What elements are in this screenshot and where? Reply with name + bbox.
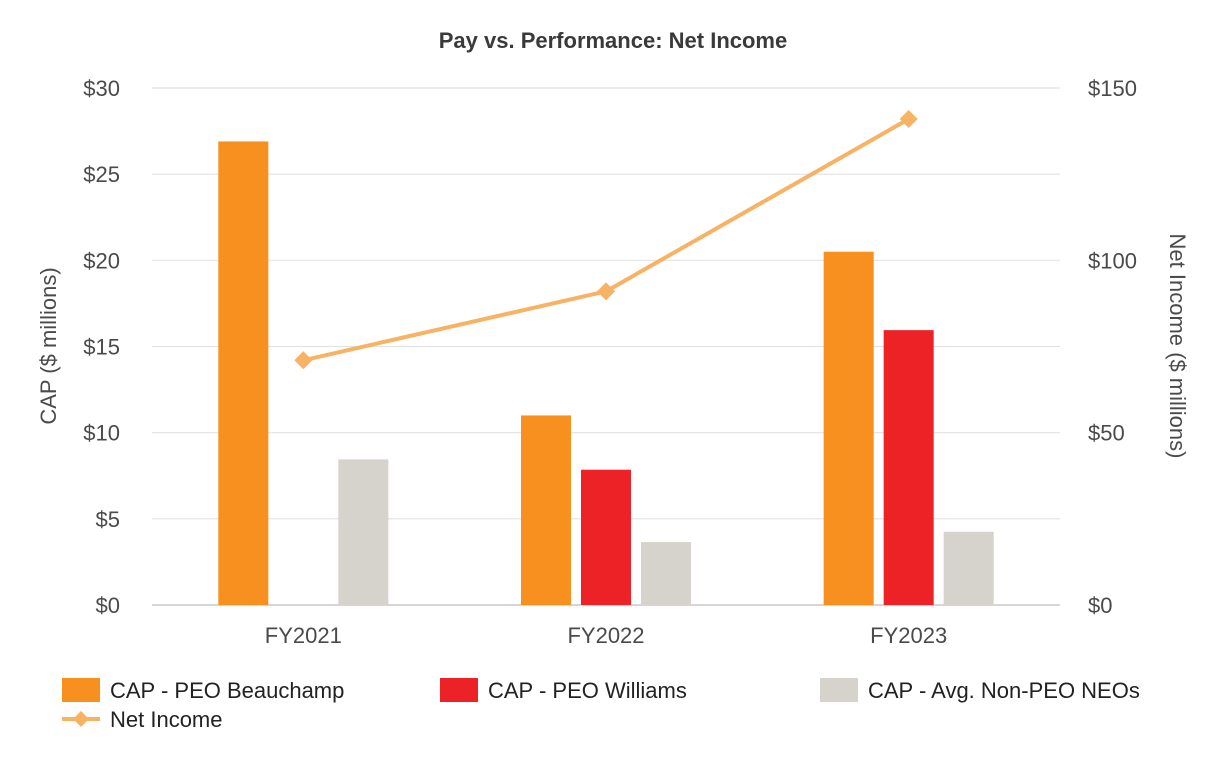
left-tick-label: $20 — [83, 248, 120, 273]
left-axis-ticks: $0 $5 $10 $15 $20 $25 $30 — [83, 76, 120, 618]
left-axis-label: CAP ($ millions) — [36, 267, 61, 424]
left-tick-label: $0 — [96, 593, 120, 618]
bar-cap-peo-beauchamp-fy2022 — [521, 415, 571, 605]
x-tick-label: FY2021 — [265, 623, 342, 648]
legend-swatch-cap-peo-beauchamp — [62, 678, 100, 702]
left-tick-label: $10 — [83, 421, 120, 446]
net-income-line-path — [302, 117, 910, 363]
right-tick-label: $0 — [1088, 593, 1112, 618]
net-income-marker-fy2021 — [294, 351, 313, 370]
right-axis-label: Net Income ($ millions) — [1165, 234, 1190, 459]
right-axis-ticks: $0 $50 $100 $150 — [1088, 76, 1137, 618]
chart-title: Pay vs. Performance: Net Income — [439, 28, 787, 53]
x-tick-label: FY2023 — [870, 623, 947, 648]
bar-cap-avg-non-peo-neos-fy2021 — [338, 459, 389, 605]
bar-cap-peo-beauchamp-fy2023 — [823, 251, 874, 605]
x-axis-ticks: FY2021 FY2022 FY2023 — [265, 623, 947, 648]
legend-marker-net-income — [73, 711, 89, 727]
x-tick-label: FY2022 — [567, 623, 644, 648]
bar-cap-peo-beauchamp-fy2021 — [218, 141, 269, 605]
bar-cap-peo-williams-fy2023 — [883, 330, 934, 605]
left-tick-label: $30 — [83, 76, 120, 101]
legend-label-cap-peo-williams: CAP - PEO Williams — [488, 678, 687, 703]
right-tick-label: $150 — [1088, 76, 1137, 101]
right-tick-label: $100 — [1088, 248, 1137, 273]
legend-label-net-income: Net Income — [110, 707, 223, 732]
legend: CAP - PEO Beauchamp CAP - PEO Williams CAP… — [62, 678, 1140, 732]
left-tick-label: $15 — [83, 335, 120, 360]
legend-label-cap-avg-non-peo-neos: CAP - Avg. Non-PEO NEOs — [868, 678, 1140, 703]
bar-cap-peo-williams-fy2022 — [581, 469, 631, 605]
bars — [218, 141, 994, 605]
legend-label-cap-peo-beauchamp: CAP - PEO Beauchamp — [110, 678, 344, 703]
net-income-line — [294, 110, 918, 370]
legend-swatch-cap-avg-non-peo-neos — [820, 678, 858, 702]
net-income-marker-fy2022 — [597, 282, 615, 301]
right-tick-label: $50 — [1088, 421, 1125, 446]
bar-cap-avg-non-peo-neos-fy2023 — [943, 531, 994, 605]
left-tick-label: $25 — [83, 162, 120, 187]
bar-cap-avg-non-peo-neos-fy2022 — [641, 542, 691, 605]
legend-swatch-cap-peo-williams — [440, 678, 478, 702]
left-tick-label: $5 — [96, 507, 120, 532]
net-income-marker-fy2023 — [899, 110, 918, 129]
